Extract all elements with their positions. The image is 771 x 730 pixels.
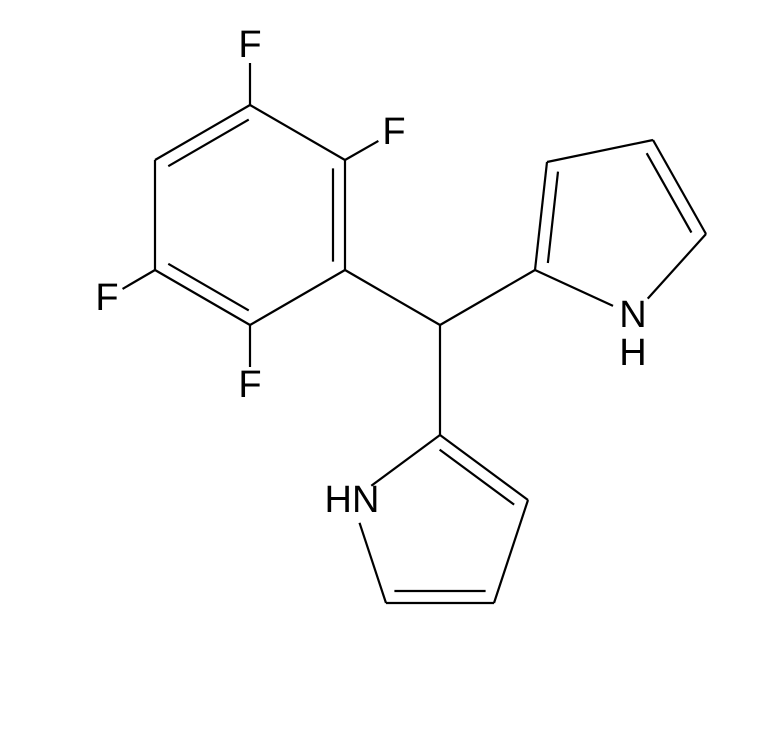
svg-text:N: N (619, 294, 646, 336)
atom-label: F (238, 364, 261, 406)
svg-text:HN: HN (325, 479, 380, 521)
atom-label: F (95, 277, 118, 319)
atom-label: NH (619, 294, 646, 374)
atom-label: F (238, 24, 261, 66)
atom-label: F (382, 111, 405, 153)
svg-text:F: F (238, 364, 261, 406)
svg-text:H: H (619, 332, 646, 374)
label-layer: FFFFNHHN (95, 24, 646, 521)
svg-text:F: F (95, 277, 118, 319)
svg-text:F: F (238, 24, 261, 66)
atom-label: HN (325, 479, 380, 521)
molecule-diagram: FFFFNHHN (0, 0, 771, 730)
svg-text:F: F (382, 111, 405, 153)
